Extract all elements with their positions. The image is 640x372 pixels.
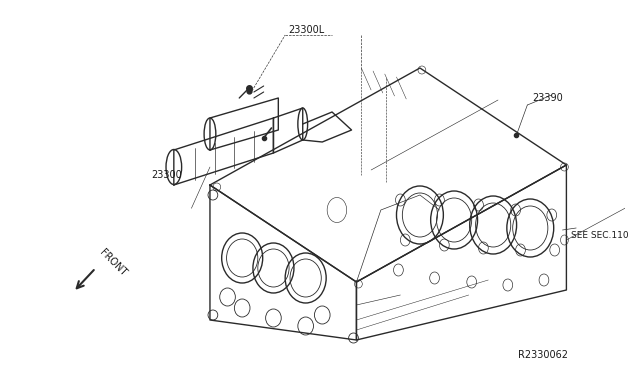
Text: R2330062: R2330062 xyxy=(518,350,568,360)
Text: 23390: 23390 xyxy=(532,93,563,103)
Text: SEE SEC.110: SEE SEC.110 xyxy=(572,231,629,240)
Text: FRONT: FRONT xyxy=(98,248,129,278)
Text: 23300L: 23300L xyxy=(288,25,324,35)
Text: 23300: 23300 xyxy=(152,170,182,180)
